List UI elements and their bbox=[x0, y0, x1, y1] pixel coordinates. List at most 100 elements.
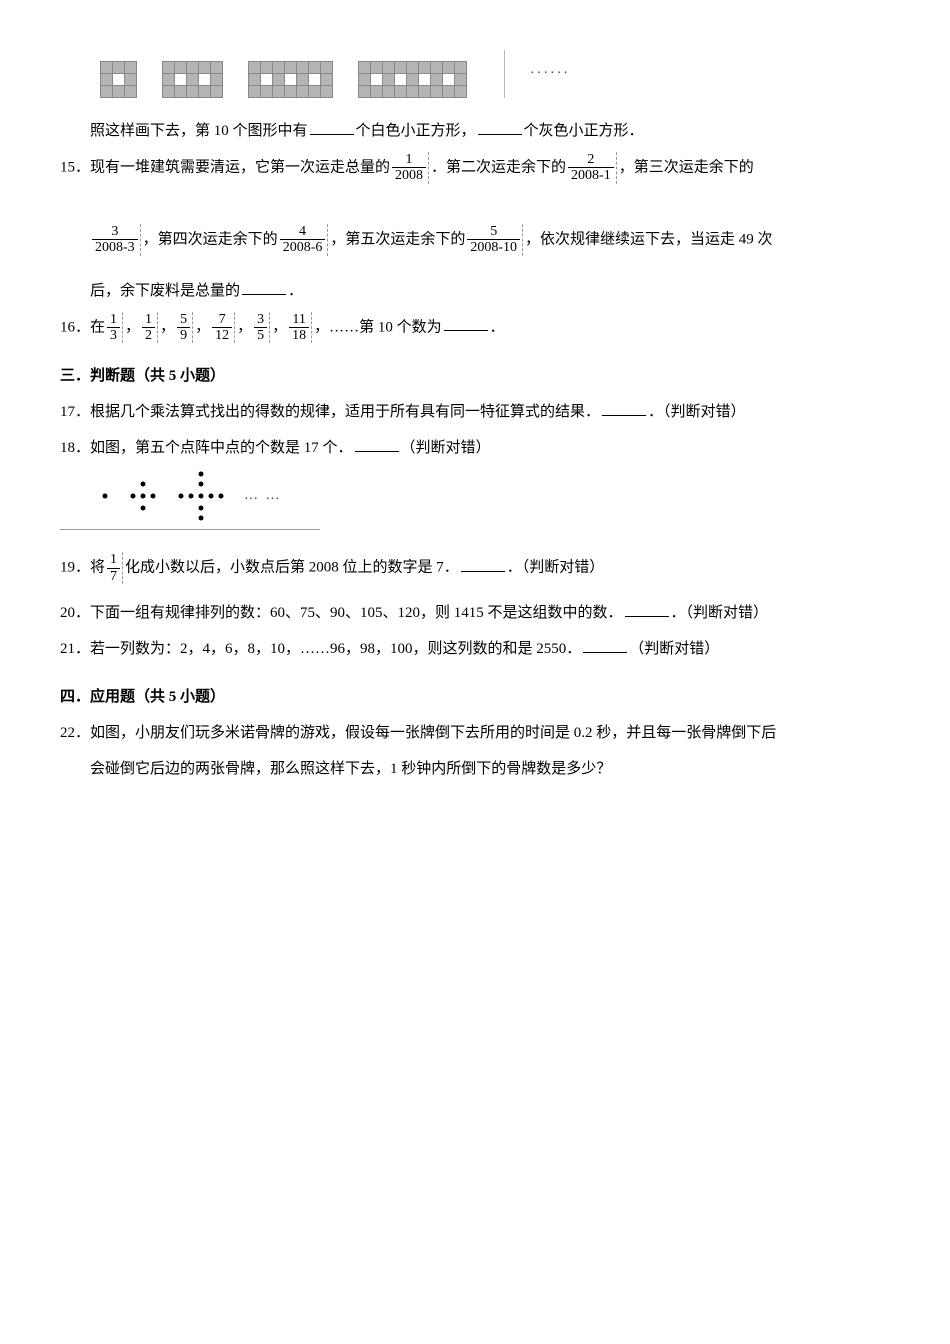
q15-f5: 52008-10 bbox=[467, 224, 523, 256]
q16-frac-6: 1118 bbox=[289, 312, 312, 344]
gray-cell bbox=[431, 62, 443, 74]
gray-cell bbox=[163, 74, 175, 86]
dots-2 bbox=[128, 476, 158, 516]
gray-cell bbox=[211, 62, 223, 74]
q18: 18．如图，第五个点阵中点的个数是 17 个．（判断对错） bbox=[60, 433, 890, 463]
q16-blank bbox=[444, 315, 488, 331]
q20-num: 20． bbox=[60, 605, 90, 621]
q21-blank bbox=[583, 637, 627, 653]
gray-cell bbox=[371, 62, 383, 74]
q20: 20．下面一组有规律排列的数：60、75、90、105、120，则 1415 不… bbox=[60, 598, 890, 628]
vertical-rule bbox=[504, 50, 505, 98]
gray-cell bbox=[383, 86, 395, 98]
q15-period: ． bbox=[288, 283, 303, 299]
gray-cell bbox=[359, 74, 371, 86]
gray-cell bbox=[431, 74, 443, 86]
q22-line2: 会碰倒它后边的两张骨牌，那么照这样下去，1 秒钟内所倒下的骨牌数是多少？ bbox=[60, 754, 890, 784]
q14-tail: 个灰色小正方形． bbox=[524, 123, 644, 139]
q21: 21．若一列数为：2，4，6，8，10，……96，98，100，则这列数的和是 … bbox=[60, 634, 890, 664]
white-cell bbox=[443, 74, 455, 86]
white-cell bbox=[261, 74, 273, 86]
q16-frac-1: 13 bbox=[107, 312, 123, 344]
white-cell bbox=[371, 74, 383, 86]
gray-cell bbox=[455, 86, 467, 98]
q15-f4: 42008-6 bbox=[280, 224, 329, 256]
q16-lead: 在 bbox=[90, 319, 105, 335]
grid-3 bbox=[248, 61, 333, 98]
gray-cell bbox=[273, 74, 285, 86]
sep: ， bbox=[314, 319, 329, 335]
gray-cell bbox=[285, 62, 297, 74]
gray-cell bbox=[211, 86, 223, 98]
q22: 22．如图，小朋友们玩多米诺骨牌的游戏，假设每一张牌倒下去所用的时间是 0.2 … bbox=[60, 718, 890, 748]
gray-cell bbox=[359, 62, 371, 74]
q15-line3: 后，余下废料是总量的． bbox=[60, 276, 890, 306]
gray-cell bbox=[371, 86, 383, 98]
q16-period: ． bbox=[490, 319, 505, 335]
dots-ellipsis: … … bbox=[244, 482, 282, 510]
gray-cell bbox=[187, 86, 199, 98]
gray-cell bbox=[321, 62, 333, 74]
sep: ， bbox=[125, 319, 140, 335]
gray-cell bbox=[175, 86, 187, 98]
grid-1 bbox=[100, 61, 137, 98]
q21-num: 21． bbox=[60, 641, 90, 657]
gray-cell bbox=[395, 86, 407, 98]
gray-cell bbox=[175, 62, 187, 74]
q22-l2: 会碰倒它后边的两张骨牌，那么照这样下去，1 秒钟内所倒下的骨牌数是多少？ bbox=[90, 761, 611, 777]
sep: ， bbox=[272, 319, 287, 335]
gray-cell bbox=[261, 86, 273, 98]
gray-cell bbox=[273, 86, 285, 98]
white-cell bbox=[285, 74, 297, 86]
q16-num: 16． bbox=[60, 319, 90, 335]
gray-cell bbox=[395, 62, 407, 74]
q16-frac-2: 12 bbox=[142, 312, 158, 344]
white-cell bbox=[175, 74, 187, 86]
gray-cell bbox=[431, 86, 443, 98]
q16-frac-4: 712 bbox=[212, 312, 235, 344]
gray-cell bbox=[407, 86, 419, 98]
gray-cell bbox=[443, 62, 455, 74]
gray-cell bbox=[285, 86, 297, 98]
q16-fracs: 13，12，59，712，35，1118， bbox=[105, 319, 329, 335]
q15-a4: ，第五次运走余下的 bbox=[330, 231, 465, 247]
gray-cell bbox=[309, 86, 321, 98]
q18-text: 如图，第五个点阵中点的个数是 17 个． bbox=[90, 440, 353, 456]
gray-cell bbox=[321, 86, 333, 98]
q15-blank bbox=[242, 279, 286, 295]
q15-a2: ，第三次运走余下的 bbox=[619, 159, 754, 175]
q19-num: 19． bbox=[60, 560, 90, 576]
q15: 15．现有一堆建筑需要清运，它第一次运走总量的12008．第二次运走余下的220… bbox=[60, 152, 890, 184]
gray-cell bbox=[383, 74, 395, 86]
q18-blank bbox=[355, 436, 399, 452]
sep: ， bbox=[237, 319, 252, 335]
q18-dot-patterns: … … bbox=[60, 471, 320, 530]
q20-judge: ．（判断对错） bbox=[671, 605, 769, 621]
q19-lead: 将 bbox=[90, 560, 105, 576]
q16-tail-lead: ……第 10 个数为 bbox=[329, 319, 442, 335]
q17-num: 17． bbox=[60, 404, 90, 420]
gray-cell bbox=[359, 86, 371, 98]
gray-cell bbox=[249, 74, 261, 86]
q16-frac-5: 35 bbox=[254, 312, 270, 344]
q16-frac-3: 59 bbox=[177, 312, 193, 344]
gray-cell bbox=[187, 74, 199, 86]
gray-cell bbox=[187, 62, 199, 74]
gray-cell bbox=[101, 86, 113, 98]
white-cell bbox=[199, 74, 211, 86]
white-cell bbox=[113, 74, 125, 86]
q16: 16．在13，12，59，712，35，1118，……第 10 个数为 ． bbox=[60, 312, 890, 344]
gray-cell bbox=[199, 62, 211, 74]
q22-text: 如图，小朋友们玩多米诺骨牌的游戏，假设每一张牌倒下去所用的时间是 0.2 秒，并… bbox=[90, 725, 776, 741]
gray-cell bbox=[163, 62, 175, 74]
q22-num: 22． bbox=[60, 725, 90, 741]
white-cell bbox=[309, 74, 321, 86]
q15-line2: 32008-3，第四次运走余下的42008-6，第五次运走余下的52008-10… bbox=[60, 224, 890, 256]
q19-mid: 化成小数以后，小数点后第 2008 位上的数字是 7． bbox=[125, 560, 459, 576]
gray-cell bbox=[297, 62, 309, 74]
gray-cell bbox=[273, 62, 285, 74]
q20-blank bbox=[625, 601, 669, 617]
q15-num: 15． bbox=[60, 159, 90, 175]
q19-frac: 17 bbox=[107, 552, 123, 584]
dots-3 bbox=[176, 471, 226, 521]
